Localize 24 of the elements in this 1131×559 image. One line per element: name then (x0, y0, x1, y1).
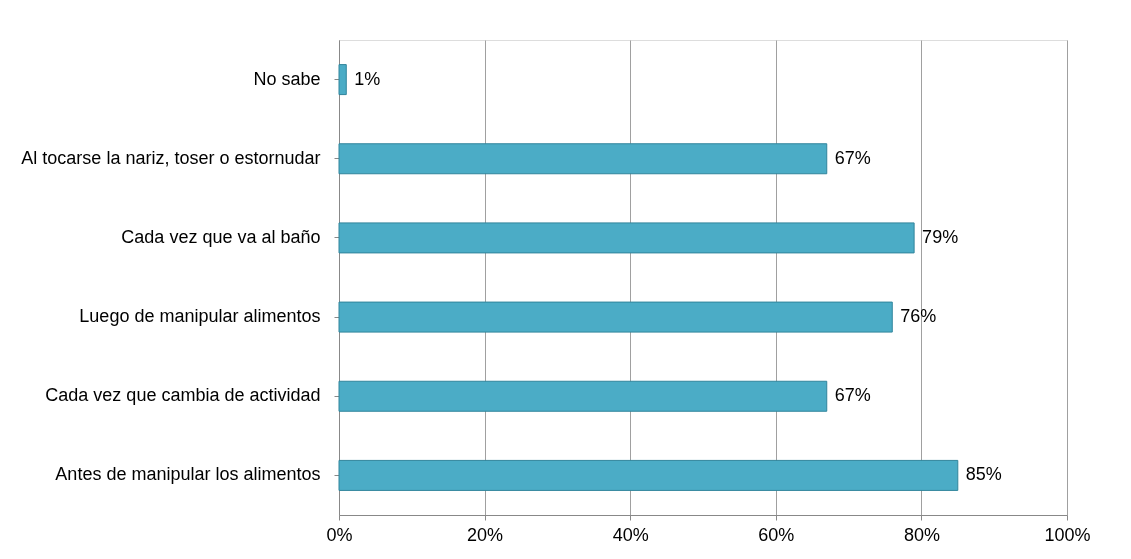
x-tick-label: 100% (1044, 524, 1091, 545)
x-tick-label: 40% (612, 524, 649, 545)
bar (338, 143, 828, 175)
x-tick-label: 0% (326, 524, 353, 545)
x-tick-label: 20% (467, 524, 504, 545)
data-label: 85% (965, 464, 1002, 485)
data-label: 67% (834, 147, 871, 168)
data-label: 1% (354, 68, 381, 89)
x-tick-label: 60% (758, 524, 795, 545)
bar (338, 459, 959, 491)
bar (338, 301, 893, 333)
bar (338, 222, 915, 254)
y-tick-label: Antes de manipular los alimentos (55, 464, 321, 485)
data-label: 76% (900, 306, 937, 327)
y-tick-label: Cada vez que cambia de actividad (45, 385, 321, 406)
bar (338, 64, 347, 96)
y-tick-label: Cada vez que va al baño (121, 226, 321, 247)
y-tick-label: No sabe (253, 68, 321, 89)
bar (338, 380, 828, 412)
y-tick-label: Luego de manipular alimentos (79, 306, 321, 327)
data-label: 67% (834, 385, 871, 406)
data-label: 79% (922, 226, 959, 247)
y-tick-label: Al tocarse la nariz, toser o estornudar (21, 147, 321, 168)
x-tick-label: 80% (903, 524, 940, 545)
